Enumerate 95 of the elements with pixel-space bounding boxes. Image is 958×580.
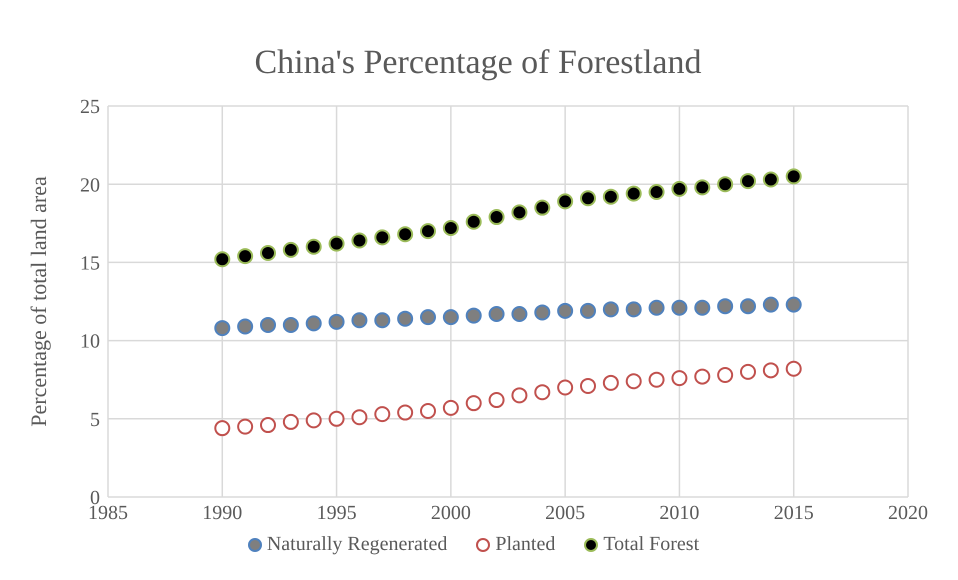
- x-tick-label: 2005: [545, 502, 586, 524]
- point: [488, 392, 505, 408]
- y-tick-label: 15: [80, 252, 100, 274]
- point: [602, 374, 619, 391]
- point: [648, 184, 665, 200]
- y-axis-title: Percentage of total land area: [26, 176, 51, 427]
- point: [648, 300, 665, 316]
- legend-label: Planted: [494, 533, 556, 556]
- point: [511, 387, 528, 404]
- point: [694, 179, 710, 196]
- point: [442, 400, 459, 416]
- point: [260, 316, 276, 333]
- point: [534, 200, 550, 216]
- point: [626, 301, 642, 318]
- point: [442, 220, 459, 236]
- point: [626, 186, 642, 202]
- point: [466, 214, 482, 230]
- point: [420, 309, 436, 326]
- point: [786, 360, 802, 377]
- x-tick-label: 2010: [659, 502, 700, 524]
- y-tick-label: 5: [90, 408, 100, 431]
- point: [557, 380, 574, 396]
- point: [466, 308, 482, 324]
- point: [237, 418, 254, 435]
- x-tick-label: 2015: [774, 502, 814, 524]
- point: [466, 395, 482, 412]
- point: [648, 372, 665, 388]
- point: [328, 236, 345, 252]
- x-tick-label: 2000: [430, 502, 471, 524]
- y-tick-label: 10: [80, 330, 100, 353]
- point: [260, 245, 276, 262]
- point: [557, 193, 574, 210]
- legend-label: Total Forest: [602, 533, 700, 556]
- point: [740, 298, 756, 314]
- x-tick-label: 1990: [202, 502, 242, 524]
- point: [602, 188, 619, 205]
- x-tick-label: 1995: [316, 502, 357, 524]
- point: [397, 226, 414, 242]
- point: [717, 367, 734, 384]
- point: [214, 320, 230, 336]
- point: [351, 312, 368, 328]
- point: [420, 223, 436, 240]
- point: [580, 378, 596, 394]
- point: [374, 406, 390, 422]
- point: [762, 362, 779, 378]
- legend-label: Naturally Regenerated: [266, 533, 448, 556]
- chart-title: China's Percentage of Forestland: [253, 43, 703, 83]
- point: [717, 176, 734, 192]
- point: [282, 414, 299, 430]
- point: [237, 318, 254, 335]
- point: [351, 232, 368, 249]
- point: [511, 204, 528, 220]
- point: [762, 296, 779, 313]
- point: [511, 306, 528, 322]
- point: [786, 296, 802, 313]
- point: [694, 300, 710, 316]
- point: [534, 384, 550, 400]
- point: [580, 302, 596, 319]
- point: [306, 315, 322, 332]
- point: [260, 417, 276, 434]
- point: [694, 368, 710, 385]
- point: [442, 309, 459, 326]
- point: [397, 404, 414, 421]
- point: [282, 316, 299, 333]
- y-tick-label: 25: [80, 96, 100, 118]
- point: [351, 409, 368, 426]
- point: [282, 242, 299, 258]
- point: [671, 180, 688, 197]
- point: [214, 420, 230, 436]
- point: [534, 304, 550, 320]
- point: [397, 310, 414, 327]
- point: [602, 301, 619, 318]
- point: [717, 298, 734, 314]
- point: [762, 172, 779, 188]
- point: [740, 173, 756, 190]
- point: [306, 238, 322, 255]
- point: [328, 410, 345, 427]
- point: [626, 373, 642, 390]
- point: [420, 402, 436, 419]
- point: [328, 314, 345, 330]
- point: [488, 209, 505, 226]
- point: [580, 190, 596, 206]
- point: [671, 370, 688, 386]
- point: [488, 306, 505, 322]
- point: [374, 312, 390, 328]
- point: [740, 364, 756, 380]
- x-tick-label: 2020: [888, 502, 928, 524]
- point: [671, 300, 688, 316]
- y-tick-label: 20: [80, 174, 100, 196]
- point: [557, 302, 574, 319]
- point: [374, 229, 390, 246]
- point: [237, 248, 254, 264]
- point: [306, 412, 322, 428]
- point: [214, 251, 230, 268]
- point: [786, 168, 802, 184]
